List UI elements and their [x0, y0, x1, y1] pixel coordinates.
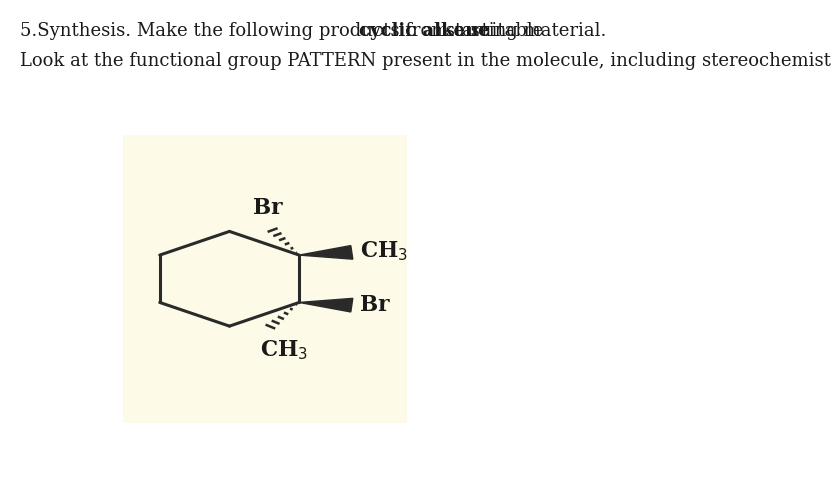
Text: CH$_3$: CH$_3$ [360, 240, 407, 263]
Polygon shape [299, 298, 353, 312]
Text: CH$_3$: CH$_3$ [260, 338, 307, 362]
FancyBboxPatch shape [123, 135, 406, 423]
Polygon shape [299, 246, 353, 259]
Text: Br: Br [360, 294, 389, 316]
Text: cyclic alkene: cyclic alkene [359, 22, 489, 40]
Text: 5.Synthesis. Make the following products from a suitable: 5.Synthesis. Make the following products… [20, 22, 549, 40]
Text: Br: Br [253, 197, 283, 219]
Text: Look at the functional group PATTERN present in the molecule, including stereoch: Look at the functional group PATTERN pre… [20, 52, 831, 70]
Text: starting material.: starting material. [440, 22, 607, 40]
